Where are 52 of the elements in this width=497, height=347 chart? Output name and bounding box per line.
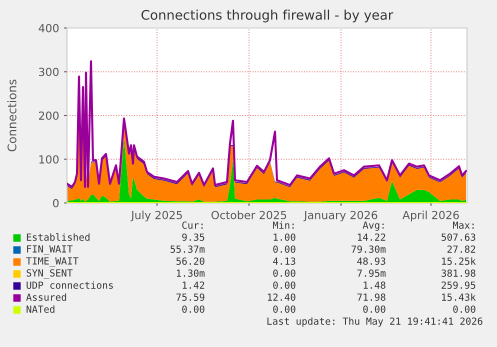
x-tick-label: January 2026 — [303, 210, 378, 222]
legend-label: FIN_WAIT — [27, 245, 73, 255]
text: Last update: Thu May 21 19:41:41 2026 — [267, 317, 482, 327]
legend-label: NATed — [26, 305, 54, 313]
text: 56.20 — [176, 257, 204, 265]
y-tick-label: 0 — [53, 198, 59, 208]
text: 48.93 — [357, 257, 386, 265]
y-tick-label: 400 — [38, 24, 59, 32]
text: Cur: — [182, 221, 203, 229]
text: 55.37m — [170, 245, 205, 253]
y-tick-label: 200 — [38, 111, 59, 120]
text: 0.00 — [182, 305, 204, 313]
legend-label: TIME_WAIT — [26, 257, 78, 267]
y-tick-label: 100 — [39, 155, 59, 164]
text: 9.35 — [182, 233, 204, 241]
text: 14.22 — [358, 233, 386, 241]
text: 7.95m — [357, 269, 386, 277]
text: 71.98 — [357, 293, 386, 301]
text: 0.00 — [453, 305, 476, 313]
text: 1.30m — [176, 269, 205, 277]
text: 4.13 — [273, 257, 296, 265]
legend-label: Established — [26, 233, 90, 241]
text: 1.48 — [364, 281, 386, 289]
text: 15.43k — [442, 293, 476, 301]
text: 0.00 — [273, 245, 296, 253]
text: 259.95 — [442, 281, 476, 289]
x-tick-label: October 2025 — [211, 210, 286, 220]
text: Max: — [452, 222, 474, 229]
legend-label: Assured — [26, 293, 66, 301]
text: 1.42 — [182, 281, 204, 289]
text: 15.25k — [442, 257, 476, 265]
text: 75.59 — [176, 293, 204, 301]
text: 507.63 — [442, 233, 476, 241]
text: 381.98 — [442, 269, 476, 277]
legend-label: UDP connections — [26, 281, 113, 289]
text: Avg: — [362, 222, 384, 231]
chart-title: Connections through firewall - by year — [142, 10, 394, 22]
x-tick-label: April 2026 — [402, 210, 459, 222]
text: 27.82 — [447, 245, 476, 253]
text: 0.00 — [363, 305, 386, 313]
text: 0.00 — [273, 281, 296, 289]
text: 79.30m — [352, 245, 386, 253]
text: 12.40 — [268, 293, 296, 301]
text: 1.00 — [274, 233, 296, 241]
line-series — [67, 60, 467, 188]
text: Min: — [272, 221, 294, 229]
text: 0.00 — [273, 269, 296, 277]
x-tick-label: July 2025 — [130, 210, 182, 222]
text: 0.00 — [273, 305, 296, 313]
y-tick-label: 300 — [39, 68, 59, 76]
y-axis-title: Connections — [7, 80, 16, 152]
legend-label: SYN_SENT — [26, 269, 73, 279]
